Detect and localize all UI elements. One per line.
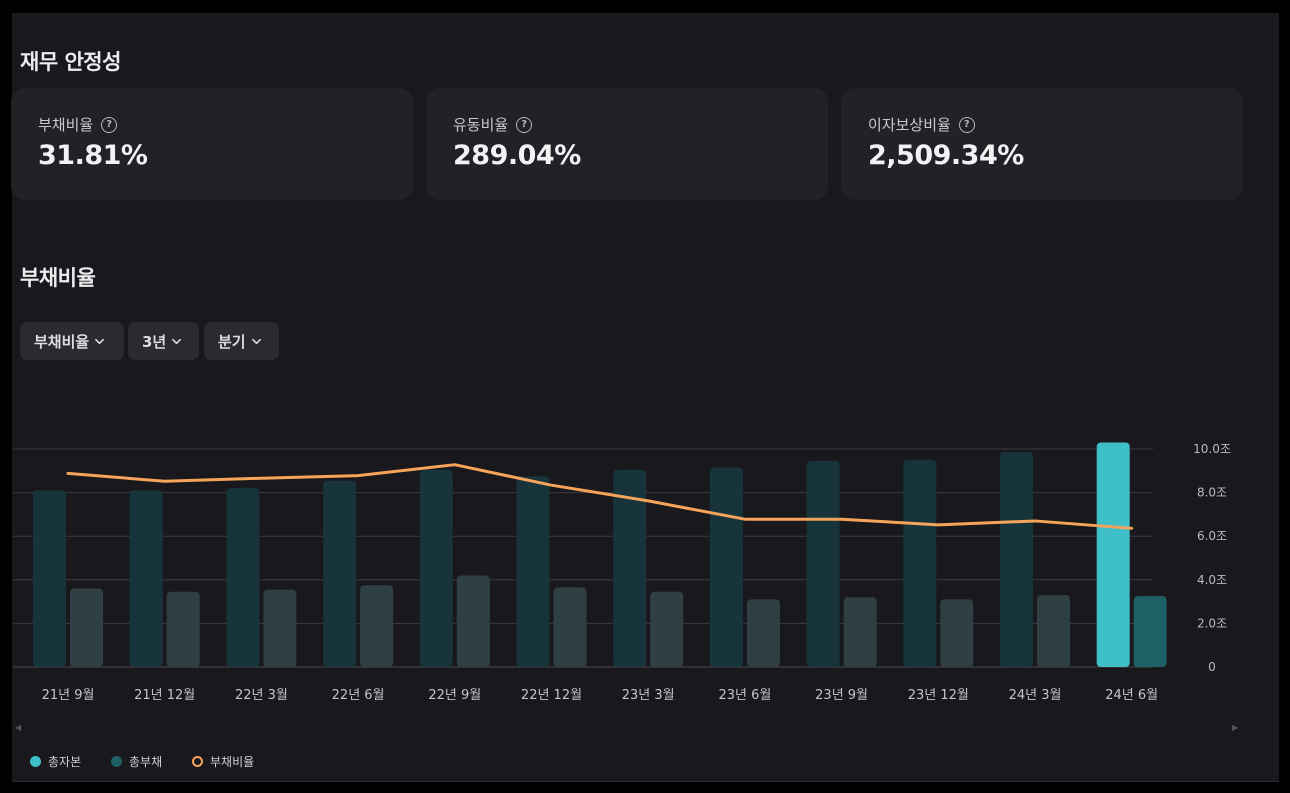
x-tick-label: 22년 9월	[428, 688, 481, 703]
equity-bar	[903, 459, 937, 667]
equity-bar	[1000, 452, 1033, 667]
equity-bar	[419, 469, 453, 667]
period-dropdown-label: 3년	[142, 332, 167, 351]
equity-bar	[516, 476, 550, 667]
liabilities-bar	[1133, 596, 1167, 667]
legend-label: 총부채	[129, 755, 163, 769]
legend-debt-ratio: 부채비율	[192, 753, 254, 770]
x-tick-label: 23년 3월	[622, 688, 675, 703]
x-tick-label: 24년 3월	[1009, 688, 1062, 703]
x-tick-label: 23년 6월	[718, 688, 771, 703]
liabilities-bar	[553, 587, 587, 667]
equity-bar	[323, 480, 357, 667]
equity-bar	[709, 467, 743, 667]
debt-ratio-line	[66, 463, 1134, 530]
card-value: 289.04%	[453, 140, 581, 171]
x-tick-label: 21년 12월	[134, 688, 195, 703]
liabilities-bar	[746, 599, 780, 667]
card-value: 31.81%	[38, 140, 148, 171]
card-label: 이자보상비율	[868, 116, 951, 134]
legend-label: 부채비율	[210, 755, 255, 769]
chevron-down-icon	[172, 338, 182, 344]
y-tick-label: 10.0조	[1193, 442, 1231, 456]
equity-bar	[613, 469, 647, 667]
chevron-down-icon	[95, 338, 105, 344]
x-tick-label: 22년 6월	[332, 688, 385, 703]
card-value: 2,509.34%	[868, 140, 1024, 171]
metric-dropdown[interactable]: 부채비율	[20, 322, 124, 360]
legend-label: 총자본	[48, 755, 82, 769]
liabilities-bar	[650, 591, 684, 667]
section-title-stability: 재무 안정성	[20, 50, 121, 74]
interval-dropdown[interactable]: 분기	[204, 322, 279, 360]
x-tick-label: 22년 12월	[521, 688, 582, 703]
liabilities-bar	[263, 589, 297, 667]
card-debt-ratio: 부채비율 ? 31.81%	[11, 88, 413, 200]
equity-bar	[226, 488, 260, 667]
equity-bar	[129, 490, 163, 667]
period-dropdown[interactable]: 3년	[128, 322, 199, 360]
liabilities-bar	[166, 591, 200, 667]
y-tick-label: 4.0조	[1197, 573, 1227, 587]
interval-dropdown-label: 분기	[218, 332, 246, 351]
legend-ring-icon	[192, 756, 203, 767]
chevron-down-icon	[251, 338, 261, 344]
liabilities-bar	[940, 599, 974, 667]
liabilities-bar	[843, 597, 877, 667]
help-icon[interactable]: ?	[958, 116, 975, 133]
y-tick-label: 0	[1208, 660, 1216, 674]
help-icon[interactable]: ?	[101, 116, 118, 133]
liabilities-bar	[360, 585, 394, 667]
y-tick-label: 2.0조	[1197, 616, 1227, 630]
x-tick-label: 21년 9월	[42, 688, 95, 703]
metric-dropdown-label: 부채비율	[34, 332, 90, 351]
equity-bar	[33, 490, 66, 667]
legend-liabilities: 총부채	[111, 753, 162, 770]
card-label: 유동비율	[453, 116, 509, 134]
equity-bar	[1096, 442, 1130, 667]
scroll-left-icon[interactable]: ◀	[15, 723, 22, 732]
y-tick-label: 6.0조	[1197, 529, 1227, 543]
legend-dot-icon	[30, 756, 41, 767]
liabilities-bar	[70, 588, 103, 667]
legend-dot-icon	[111, 756, 122, 767]
y-tick-label: 8.0조	[1197, 486, 1227, 500]
card-interest-coverage-ratio: 이자보상비율 ? 2,509.34%	[841, 88, 1243, 200]
legend-equity: 총자본	[30, 753, 81, 770]
section-title-chart: 부채비율	[20, 266, 96, 290]
liabilities-bar	[1037, 595, 1070, 667]
x-tick-label: 24년 6월	[1105, 688, 1158, 703]
help-icon[interactable]: ?	[516, 116, 533, 133]
x-tick-label: 23년 12월	[908, 688, 969, 703]
x-tick-label: 22년 3월	[235, 688, 288, 703]
card-label: 부채비율	[38, 116, 94, 134]
equity-bar	[806, 460, 840, 667]
card-current-ratio: 유동비율 ? 289.04%	[426, 88, 828, 200]
scroll-right-icon[interactable]: ▶	[1232, 723, 1239, 732]
x-tick-label: 23년 9월	[815, 688, 868, 703]
liabilities-bar	[456, 575, 490, 667]
